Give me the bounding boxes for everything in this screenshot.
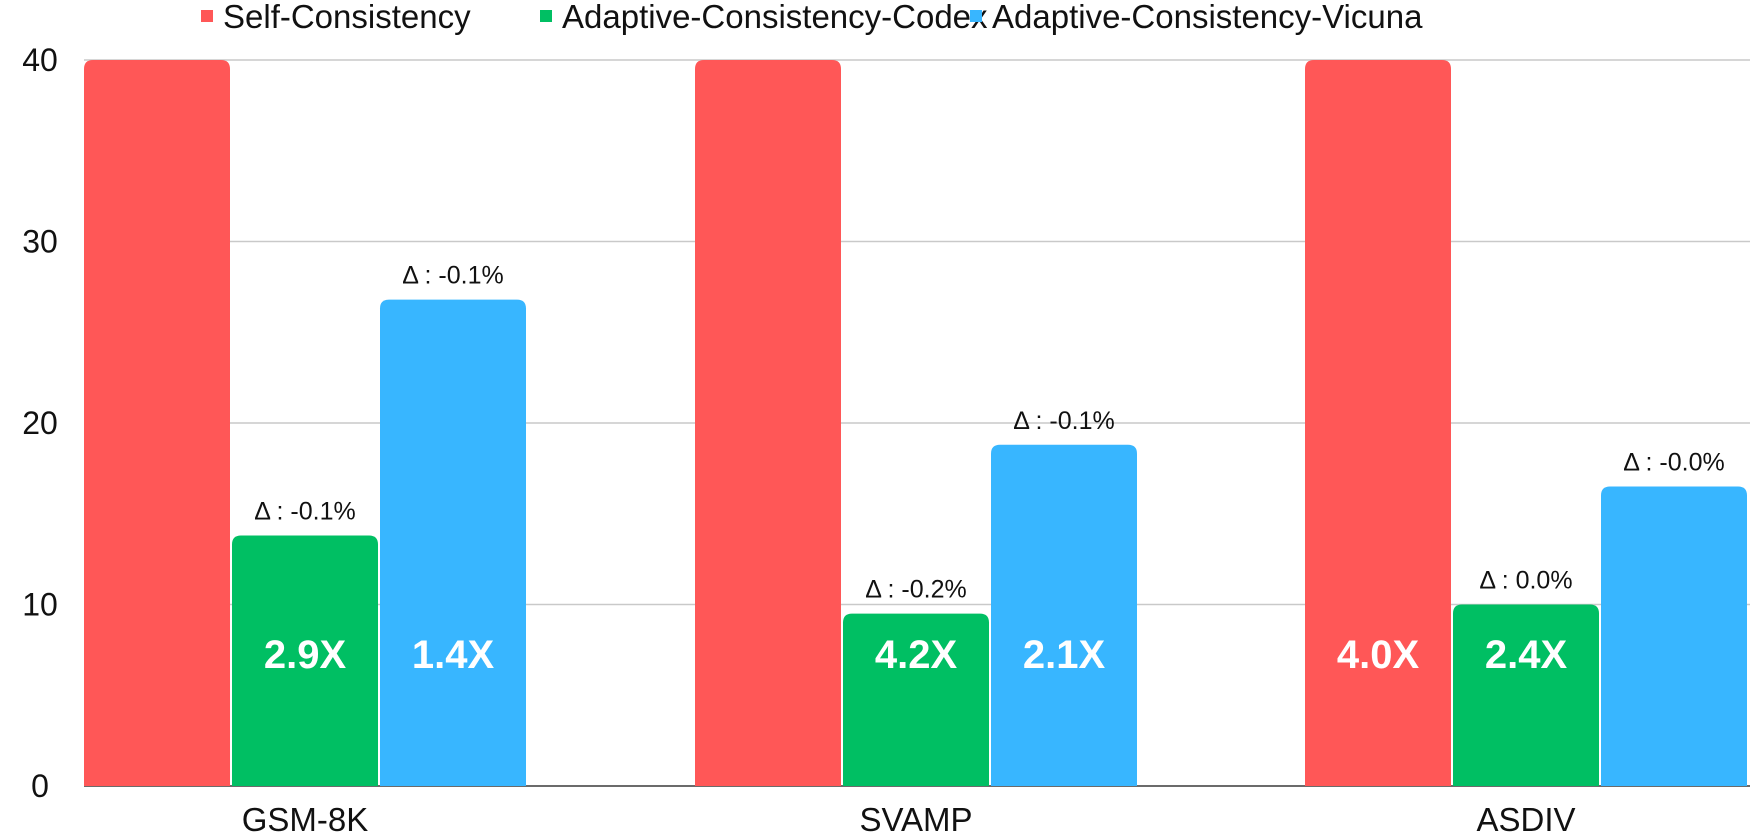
legend-swatch-adaptive-consistency-codex xyxy=(540,10,552,22)
delta-label: Δ : -0.0% xyxy=(1623,449,1724,477)
speedup-label: 2.1X xyxy=(1023,633,1106,677)
speedup-label: 4.2X xyxy=(875,633,958,677)
bar-asdiv-adaptive-consistency-vicuna xyxy=(1601,486,1747,786)
legend-swatch-adaptive-consistency-vicuna xyxy=(970,10,982,22)
y-tick-label-40: 40 xyxy=(22,42,58,78)
y-tick-label-30: 30 xyxy=(22,224,58,260)
delta-label: Δ : 0.0% xyxy=(1479,567,1572,595)
legend-label-self-consistency: Self-Consistency xyxy=(223,0,471,35)
x-tick-label-gsm-8k: GSM-8K xyxy=(242,801,369,838)
legend-label-adaptive-consistency-codex: Adaptive-Consistency-Codex xyxy=(562,0,988,35)
delta-label: Δ : -0.1% xyxy=(254,498,355,526)
speedup-label: 2.4X xyxy=(1485,633,1568,677)
y-tick-label-20: 20 xyxy=(22,405,58,441)
bar-svamp-adaptive-consistency-codex xyxy=(843,613,989,786)
bar-gsm-8k-adaptive-consistency-vicuna xyxy=(380,299,526,786)
bar-gsm-8k-adaptive-consistency-codex xyxy=(232,535,378,786)
speedup-label: 1.4X xyxy=(412,633,495,677)
delta-label: Δ : -0.2% xyxy=(865,576,966,604)
y-tick-label-0: 0 xyxy=(31,768,49,804)
x-tick-label-asdiv: ASDIV xyxy=(1476,801,1575,838)
y-tick-label-10: 10 xyxy=(22,587,58,623)
bar-asdiv-adaptive-consistency-codex xyxy=(1453,604,1599,786)
bar-gsm-8k-self-consistency xyxy=(84,60,230,786)
x-tick-label-svamp: SVAMP xyxy=(859,801,972,838)
speedup-label: 2.9X xyxy=(264,633,347,677)
bar-asdiv-self-consistency xyxy=(1305,60,1451,786)
delta-label: Δ : -0.1% xyxy=(1013,407,1114,435)
bar-svamp-self-consistency xyxy=(695,60,841,786)
legend-label-adaptive-consistency-vicuna: Adaptive-Consistency-Vicuna xyxy=(992,0,1423,35)
legend-swatch-self-consistency xyxy=(201,10,213,22)
delta-label: Δ : -0.1% xyxy=(402,262,503,290)
speedup-label: 4.0X xyxy=(1337,633,1420,677)
bar-svamp-adaptive-consistency-vicuna xyxy=(991,444,1137,786)
